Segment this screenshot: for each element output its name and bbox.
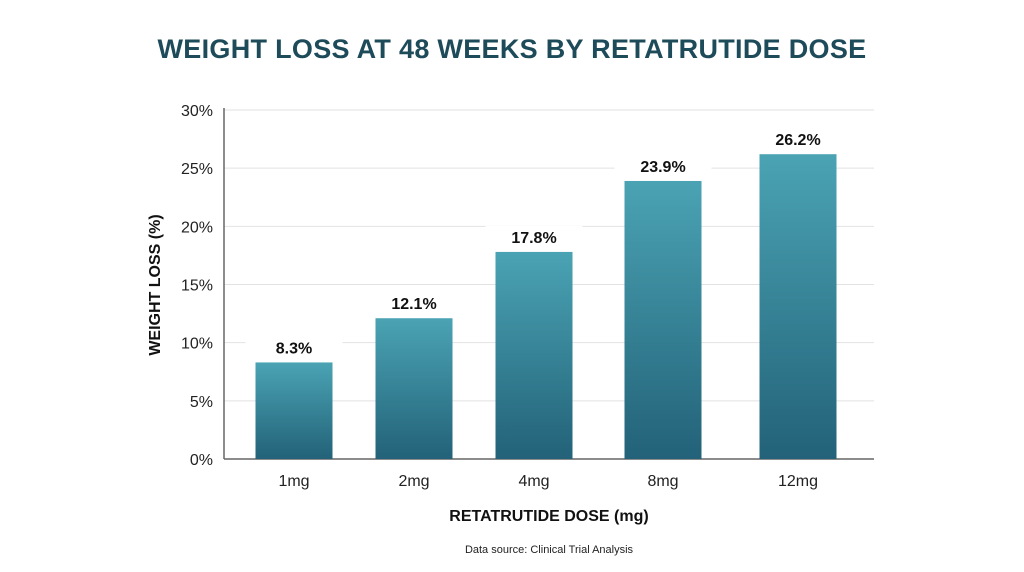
x-tick-label: 4mg: [518, 473, 549, 490]
x-tick-label: 8mg: [647, 473, 678, 490]
data-label: 8.3%: [276, 340, 312, 357]
data-label-background: [614, 154, 712, 177]
data-label: 17.8%: [511, 230, 556, 247]
y-tick-label: 10%: [181, 336, 213, 353]
data-label-background: [365, 292, 463, 315]
data-label: 23.9%: [640, 159, 685, 176]
data-label-background: [245, 336, 343, 359]
data-source-note: Data source: Clinical Trial Analysis: [464, 544, 634, 556]
x-tick-label: 2mg: [398, 473, 429, 490]
data-label: 12.1%: [391, 296, 436, 313]
data-label-background: [749, 128, 847, 151]
y-tick-label: 30%: [181, 103, 213, 120]
y-tick-label: 15%: [181, 278, 213, 295]
y-tick-label: 25%: [181, 161, 213, 178]
bar-2mg: [375, 318, 453, 459]
bar-1mg: [255, 362, 333, 459]
x-axis-label: RETATRUTIDE DOSE (mg): [449, 508, 649, 525]
x-tick-label: 1mg: [278, 473, 309, 490]
y-tick-label: 20%: [181, 219, 213, 236]
data-label-background: [485, 225, 583, 248]
bar-12mg: [759, 154, 837, 459]
data-label: 26.2%: [775, 132, 820, 149]
x-tick-label: 12mg: [778, 473, 818, 490]
bar-4mg: [495, 251, 573, 459]
chart-title: WEIGHT LOSS AT 48 WEEKS BY RETATRUTIDE D…: [157, 34, 867, 64]
y-tick-label: 5%: [190, 394, 213, 411]
bar-8mg: [624, 180, 702, 460]
y-tick-label: 0%: [190, 452, 213, 469]
